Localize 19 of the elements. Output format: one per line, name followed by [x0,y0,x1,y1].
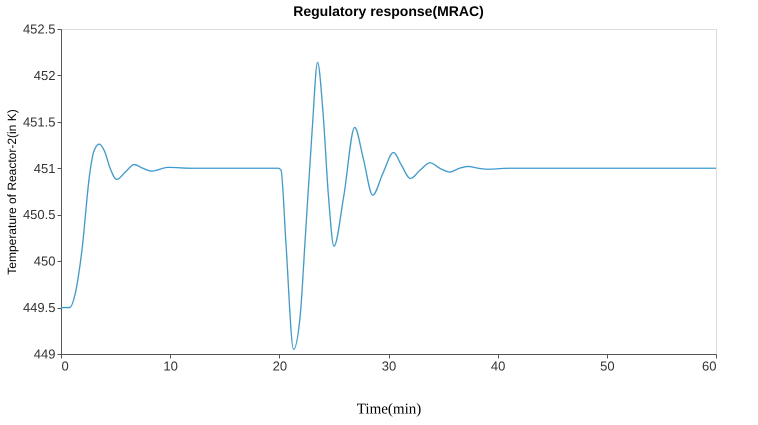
y-tick-label: 450.5 [22,207,56,222]
x-tick-label: 10 [163,358,178,374]
x-tick-label: 50 [600,358,615,374]
x-tick-label: 40 [490,358,506,374]
x-tick-label: 60 [702,358,716,374]
x-tick-label: 30 [382,358,396,374]
line-series [60,62,717,350]
y-tick-label: 450 [34,254,56,269]
x-tick-label: 0 [62,358,69,374]
x-axis-title: Time(min) [356,402,422,418]
y-tick-label: 449.5 [22,300,56,316]
y-tick-label: 452.5 [22,22,56,36]
y-tick-label: 451.5 [22,114,56,130]
y-tick-label: 452 [34,68,56,83]
x-tick-label: 20 [272,358,288,374]
y-tick-label: 451 [34,160,56,176]
chart-title: Regulatory response(MRAC) [293,3,484,19]
y-axis-title: Temperature of Reactor-2(in K) [4,109,19,275]
y-tick-label: 449 [34,346,56,362]
